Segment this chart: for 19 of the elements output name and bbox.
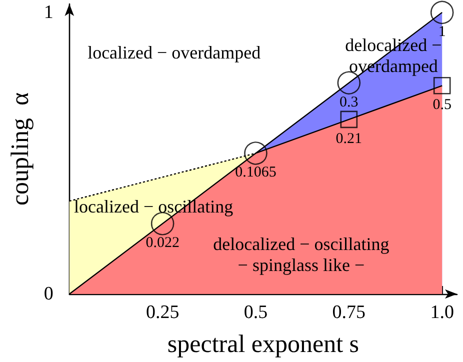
- annotation: 0.21: [336, 130, 362, 147]
- point: [433, 77, 451, 94]
- point: [430, 0, 454, 24]
- x-tick-label: 1.0: [430, 302, 454, 323]
- annotation: localized − overdamped: [88, 42, 261, 62]
- annotation: 0.1065: [235, 164, 276, 181]
- x-axis-title: spectral exponent s: [167, 331, 360, 358]
- annotation: 0.5: [432, 97, 452, 114]
- y-axis-title: coupling α: [7, 92, 34, 206]
- annotation: 0.022: [146, 235, 180, 252]
- x-tick-label: 0.75: [332, 302, 366, 323]
- annotation: 0.3: [340, 94, 358, 110]
- annotation: delocalized − oscillating − spinglass like −: [213, 234, 390, 276]
- point: [340, 110, 358, 128]
- annotation: 1: [438, 24, 446, 40]
- x-tick-label: 0.5: [244, 302, 268, 323]
- y-tick-label: 0: [44, 284, 54, 304]
- x-tick-label: 0.25: [146, 302, 180, 323]
- point: [244, 142, 268, 165]
